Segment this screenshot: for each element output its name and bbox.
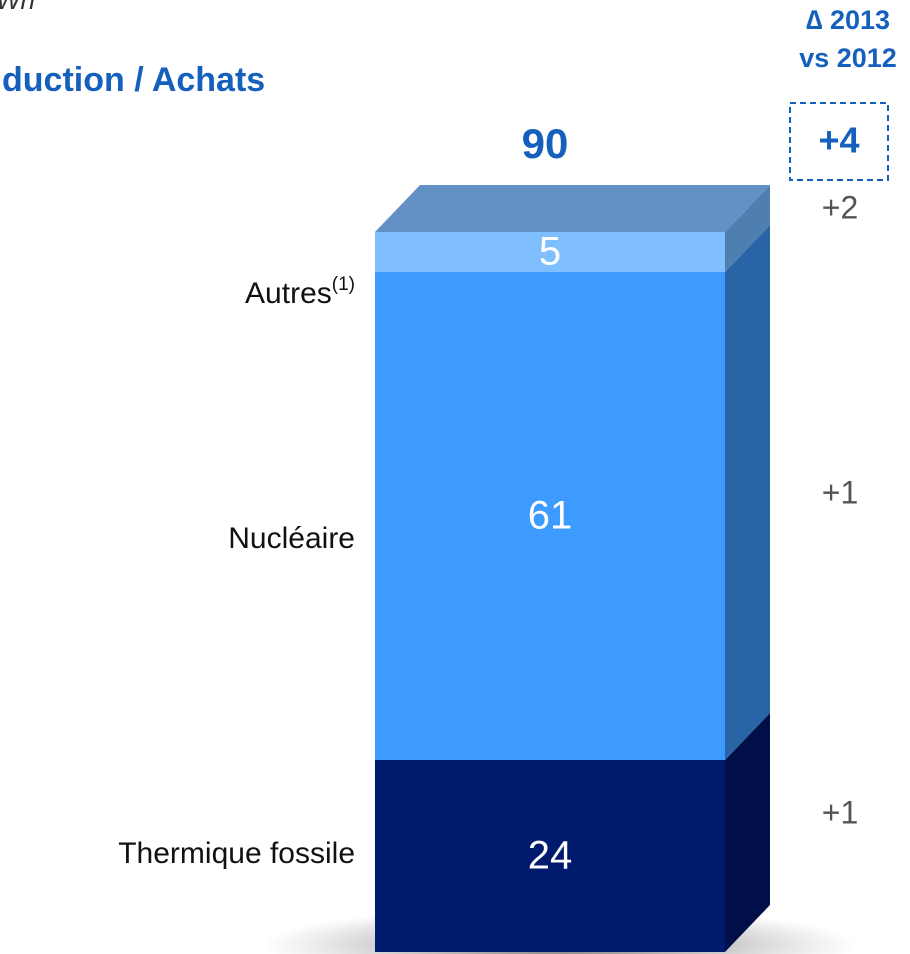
- bar-side: [725, 713, 770, 952]
- segment-label: 61: [528, 494, 573, 538]
- segment-label: 24: [528, 834, 573, 878]
- delta-title: ∆ 2013: [806, 5, 890, 35]
- category-name: Nucléaire: [228, 522, 355, 555]
- chart-title: duction / Achats: [2, 61, 265, 99]
- delta-box: [789, 102, 889, 181]
- category-label: Autres(1): [245, 274, 355, 310]
- delta-label: +1: [822, 794, 858, 830]
- category-note: (1): [332, 274, 355, 295]
- delta-label: +1: [822, 474, 858, 510]
- category-label: Thermique fossile: [118, 837, 355, 870]
- category-name: Autres: [245, 277, 332, 310]
- total-label: 90: [522, 120, 569, 167]
- delta-title: vs 2012: [799, 43, 897, 73]
- bar-side: [725, 185, 770, 272]
- category-name: Thermique fossile: [118, 837, 355, 870]
- delta-label: +2: [822, 189, 858, 225]
- bar-side: [725, 225, 770, 760]
- bar-segment: [375, 760, 725, 952]
- bar-top: [375, 185, 770, 232]
- bar-segment: [375, 272, 725, 760]
- segment-label: 5: [539, 230, 561, 274]
- bar-segment: [375, 232, 725, 272]
- total-delta: +4: [818, 120, 859, 161]
- unit: Wh: [0, 0, 35, 15]
- category-label: Nucléaire: [228, 522, 355, 555]
